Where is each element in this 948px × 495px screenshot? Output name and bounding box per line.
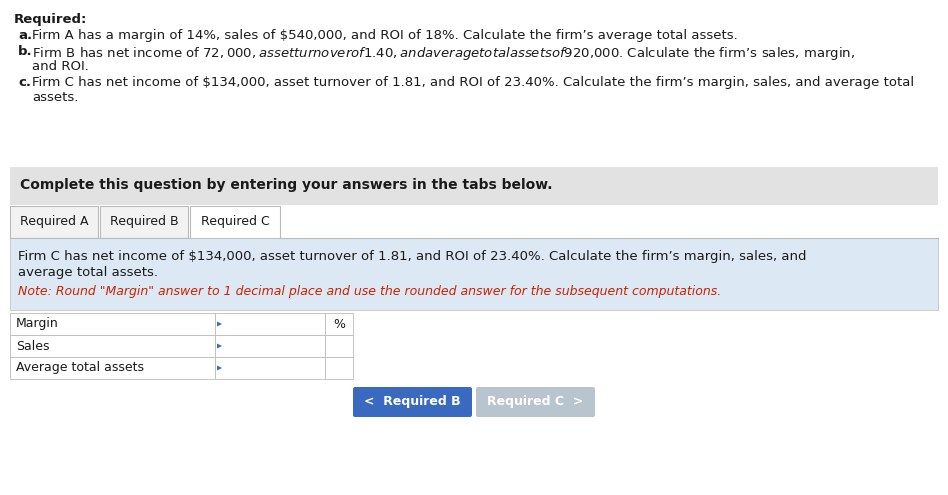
Bar — [10, 238, 938, 310]
Polygon shape — [217, 321, 222, 327]
Text: b.: b. — [18, 45, 32, 58]
Text: a.: a. — [18, 29, 32, 42]
Text: Firm C has net income of $134,000, asset turnover of 1.81, and ROI of 23.40%. Ca: Firm C has net income of $134,000, asset… — [32, 76, 914, 89]
Bar — [10, 313, 215, 335]
Text: %: % — [333, 317, 345, 331]
Text: Firm A has a margin of 14%, sales of $540,000, and ROI of 18%. Calculate the fir: Firm A has a margin of 14%, sales of $54… — [32, 29, 738, 42]
Text: Average total assets: Average total assets — [16, 361, 144, 375]
Text: and ROI.: and ROI. — [32, 60, 89, 73]
Bar — [10, 357, 215, 379]
FancyBboxPatch shape — [353, 387, 472, 417]
Text: Required:: Required: — [14, 13, 87, 26]
Bar — [325, 335, 353, 357]
Text: Firm C has net income of $134,000, asset turnover of 1.81, and ROI of 23.40%. Ca: Firm C has net income of $134,000, asset… — [18, 250, 807, 263]
Text: Required C: Required C — [201, 215, 269, 229]
Bar — [215, 313, 325, 335]
Text: <  Required B: < Required B — [364, 396, 461, 408]
Bar — [215, 357, 325, 379]
Text: Firm B has net income of $72,000, asset turnover of 1.40, and average total asse: Firm B has net income of $72,000, asset … — [32, 45, 855, 62]
Text: Note: Round "Margin" answer to 1 decimal place and use the rounded answer for th: Note: Round "Margin" answer to 1 decimal… — [18, 285, 721, 298]
Polygon shape — [217, 344, 222, 348]
Text: Complete this question by entering your answers in the tabs below.: Complete this question by entering your … — [20, 178, 553, 192]
Text: average total assets.: average total assets. — [18, 266, 158, 279]
Bar — [190, 206, 280, 238]
Text: c.: c. — [18, 76, 31, 89]
Text: Sales: Sales — [16, 340, 49, 352]
Bar — [100, 206, 188, 238]
Polygon shape — [217, 365, 222, 370]
Text: Required C  >: Required C > — [487, 396, 584, 408]
Text: Required A: Required A — [20, 215, 88, 229]
Bar — [325, 357, 353, 379]
Text: Required B: Required B — [110, 215, 178, 229]
Bar — [10, 167, 938, 205]
Bar — [215, 335, 325, 357]
Text: assets.: assets. — [32, 91, 79, 104]
FancyBboxPatch shape — [476, 387, 595, 417]
Text: Margin: Margin — [16, 317, 59, 331]
Bar — [10, 335, 215, 357]
Bar — [325, 313, 353, 335]
Bar — [10, 206, 98, 238]
